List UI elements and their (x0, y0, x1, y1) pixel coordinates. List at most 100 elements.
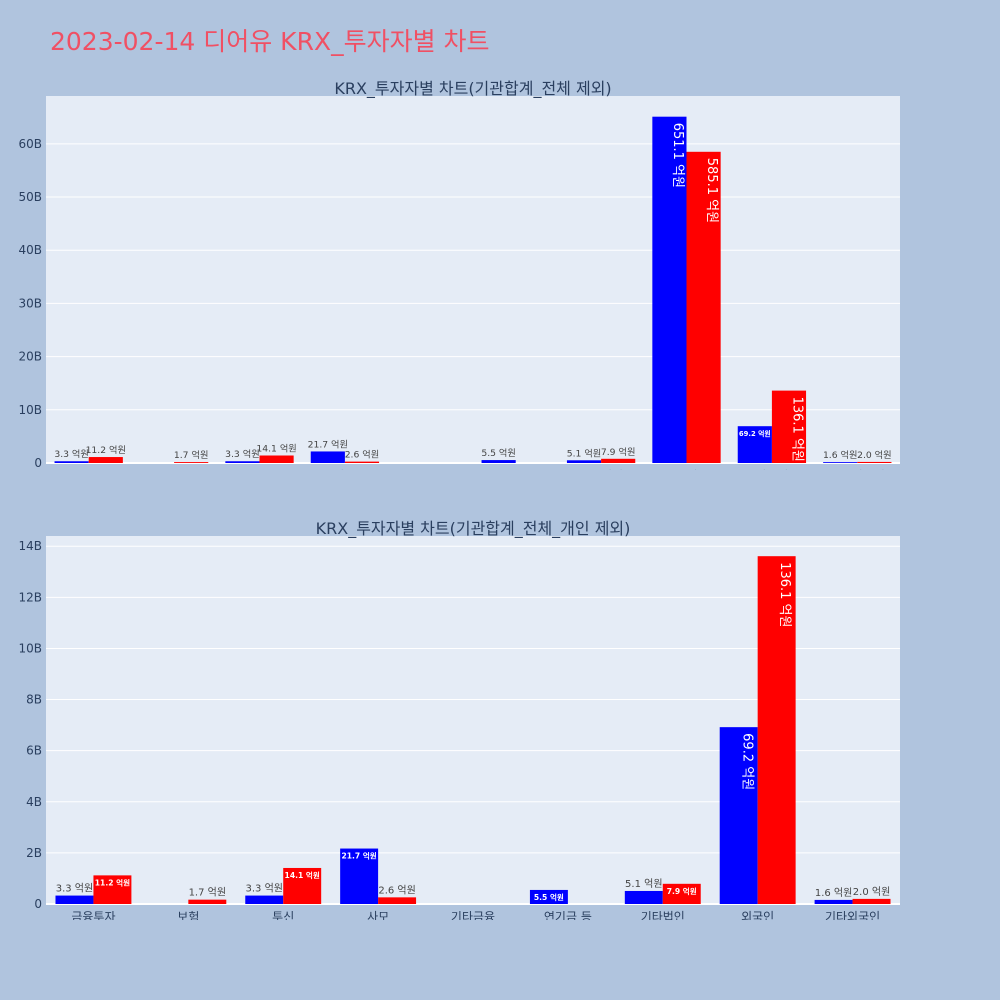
data-label: 136.1 억원 (790, 397, 805, 462)
bar-buy (566, 460, 602, 463)
data-label: 3.3 억원 (225, 448, 260, 460)
chart-bottom: KRX_투자자별 차트(기관합계_전체_개인 제외) 0 2B 4B 6B 8B 10B 12… (18, 519, 900, 920)
data-label: 2.0 억원 (853, 886, 890, 898)
data-label: 136.1 억원 (777, 562, 792, 627)
data-label: 11.2 억원 (95, 877, 130, 887)
y-tick-label: 14B (18, 539, 42, 553)
y-tick-label: 20B (18, 350, 42, 364)
data-label: 14.1 억원 (256, 443, 296, 455)
data-label: 585.1 억원 (704, 158, 719, 223)
data-label: 3.3 억원 (54, 448, 89, 460)
data-label: 3.3 억원 (246, 883, 283, 895)
x-tick-label: 금융투자 (67, 469, 111, 470)
x-tick-label: 기타외국인 (830, 469, 885, 470)
y-tick-label: 60B (18, 137, 42, 151)
y-tick-label: 40B (18, 243, 42, 257)
y-tick-label: 12B (18, 590, 42, 604)
bar-sell (686, 151, 721, 463)
data-label: 651.1 억원 (670, 123, 685, 188)
y-tick-label: 30B (18, 296, 42, 310)
data-label: 1.6 억원 (815, 887, 852, 899)
x-tick-label: 연기금 등 (544, 910, 592, 920)
data-label: 21.7 억원 (308, 438, 348, 450)
data-label: 5.1 억원 (625, 878, 662, 890)
data-label: 3.3 억원 (56, 883, 93, 895)
bar-buy (225, 461, 260, 463)
bar-sell (283, 867, 322, 904)
y-tick-label: 0 (34, 456, 42, 470)
bar-sell (88, 457, 123, 463)
bar-sell (852, 898, 891, 904)
y-tick-label: 50B (18, 190, 42, 204)
x-tick-label: 사모 (334, 469, 356, 470)
x-tick-label: 금융투자 (71, 910, 115, 920)
x-tick-label: 외국인 (741, 910, 774, 920)
bar-buy (245, 895, 284, 904)
y-tick-label: 4B (26, 795, 42, 809)
chart-title: KRX_투자자별 차트(기관합계_전체 제외) (334, 79, 611, 99)
bar-buy (814, 899, 853, 904)
data-label: 5.1 억원 (567, 447, 602, 459)
bar-buy (55, 895, 94, 904)
bar-buy (652, 116, 687, 463)
y-tick-label: 8B (26, 693, 42, 707)
y-tick-label: 10B (18, 641, 42, 655)
chart-top: KRX_투자자별 차트(기관합계_전체 제외) 0 10B 20B 30B 40B 50B 6… (18, 79, 900, 470)
x-tick-label: 기타외국인 (825, 910, 880, 920)
bar-sell (259, 455, 294, 463)
x-tick-label: 보험 (177, 910, 199, 920)
bar-buy (529, 889, 568, 904)
bar-sell (662, 883, 701, 904)
bar-sell (757, 556, 796, 904)
bar-sell (771, 390, 807, 463)
data-label: 1.7 억원 (174, 449, 209, 461)
bar-buy (719, 727, 758, 904)
bar-sell (378, 897, 417, 904)
data-label: 2.0 억원 (857, 449, 892, 461)
x-tick-label: 사모 (367, 910, 389, 920)
bar-sell (857, 461, 892, 463)
data-label: 21.7 억원 (341, 851, 376, 861)
data-label: 1.6 억원 (823, 449, 858, 461)
data-label: 7.9 억원 (601, 446, 636, 458)
data-label: 14.1 억원 (285, 870, 320, 880)
x-tick-label: 개인 (675, 469, 697, 470)
y-tick-label: 6B (26, 744, 42, 758)
data-label: 11.2 억원 (86, 444, 126, 456)
data-label: 2.6 억원 (378, 884, 415, 896)
bar-sell (344, 461, 380, 463)
bar-sell (188, 899, 227, 904)
data-label: 1.7 억원 (189, 887, 226, 899)
chart-title: KRX_투자자별 차트(기관합계_전체_개인 제외) (316, 519, 631, 539)
bar-buy (54, 461, 89, 463)
data-label: 2.6 억원 (345, 449, 380, 461)
y-tick-label: 2B (26, 846, 42, 860)
x-tick-label: 보험 (163, 469, 185, 470)
bar-buy (340, 848, 379, 904)
bar-sell (601, 458, 636, 463)
bar-buy (823, 462, 858, 463)
x-tick-label: 기타법인 (579, 469, 623, 470)
y-tick-label: 0 (34, 897, 42, 911)
x-tick-label: 외국인 (755, 469, 788, 470)
x-tick-label: 기타금융 (408, 469, 452, 470)
x-tick-label: 기타금융 (451, 910, 495, 920)
x-tick-label: 연기금 등 (492, 469, 540, 470)
y-tick-label: 10B (18, 403, 42, 417)
x-tick-label: 투신 (272, 910, 294, 920)
bar-sell (93, 875, 132, 904)
plot-area (46, 96, 900, 463)
data-label: 5.5 억원 (534, 892, 564, 902)
data-label: 69.2 억원 (739, 733, 754, 790)
bar-buy (481, 460, 516, 463)
x-tick-label: 기타법인 (641, 910, 685, 920)
data-label: 69.2 억원 (739, 429, 771, 438)
data-label: 7.9 억원 (667, 886, 697, 896)
bar-buy (310, 451, 345, 463)
page-title: 2023-02-14 디어유 KRX_투자자별 차트 (50, 27, 490, 56)
bar-sell (174, 462, 209, 463)
x-tick-label: 투신 (248, 469, 270, 470)
bar-buy (624, 890, 663, 904)
data-label: 5.5 억원 (481, 447, 516, 459)
bar-buy (737, 426, 772, 463)
